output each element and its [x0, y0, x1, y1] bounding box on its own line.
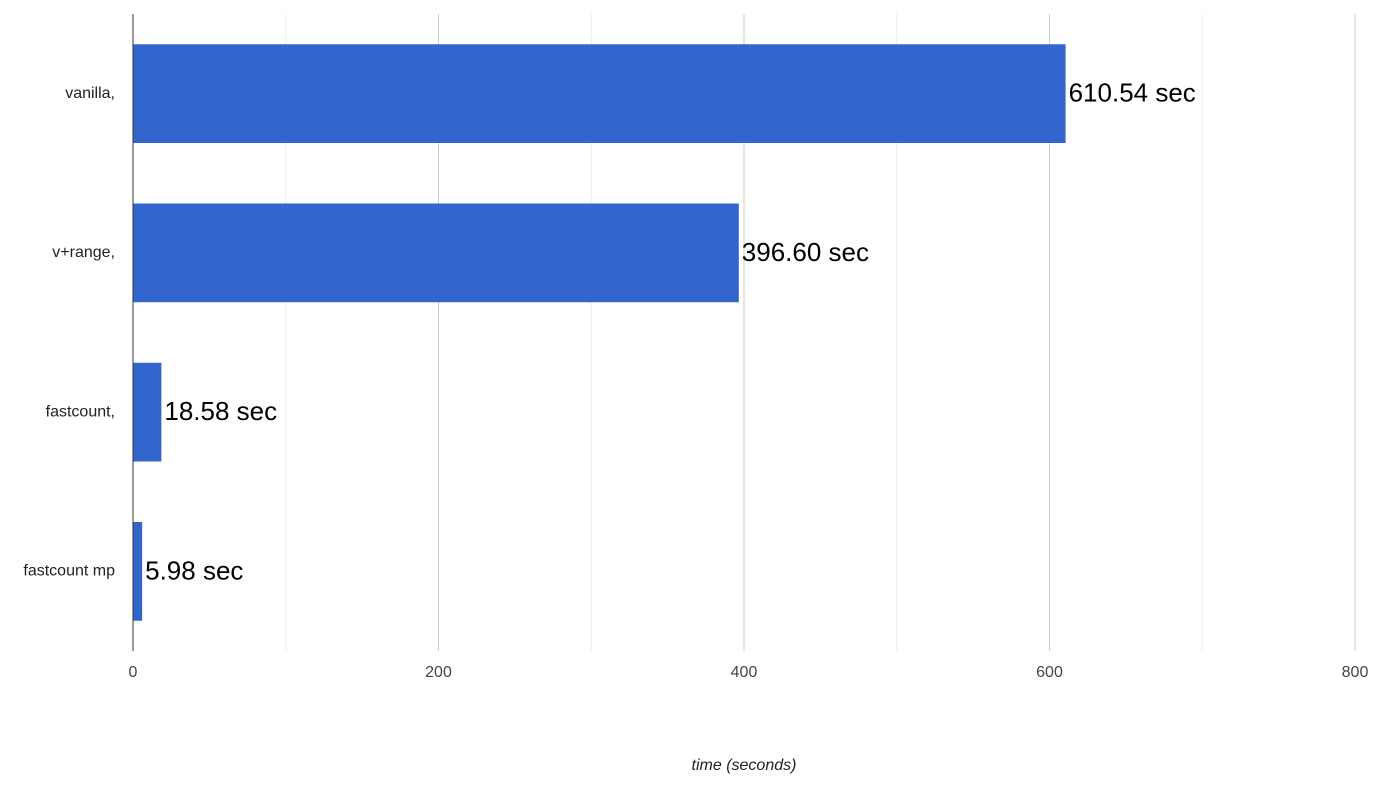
value-label: 18.58 sec [164, 396, 277, 426]
x-tick-label: 200 [425, 664, 452, 681]
x-tick-label: 600 [1036, 664, 1063, 681]
y-tick-label: vanilla, [65, 85, 115, 102]
value-label: 5.98 sec [145, 555, 243, 585]
bar [133, 203, 739, 303]
y-tick-label: v+range, [52, 244, 115, 261]
x-tick-label: 800 [1342, 664, 1369, 681]
x-axis-title: time (seconds) [692, 757, 797, 774]
y-tick-label: fastcount mp [23, 563, 115, 580]
bar [133, 522, 143, 621]
x-tick-label: 0 [129, 664, 138, 681]
value-label: 396.60 sec [742, 237, 869, 267]
y-tick-label: fastcount, [46, 403, 115, 420]
value-label: 610.54 sec [1069, 78, 1196, 108]
bar [133, 362, 162, 462]
bar [133, 44, 1066, 143]
x-tick-label: 400 [731, 664, 758, 681]
